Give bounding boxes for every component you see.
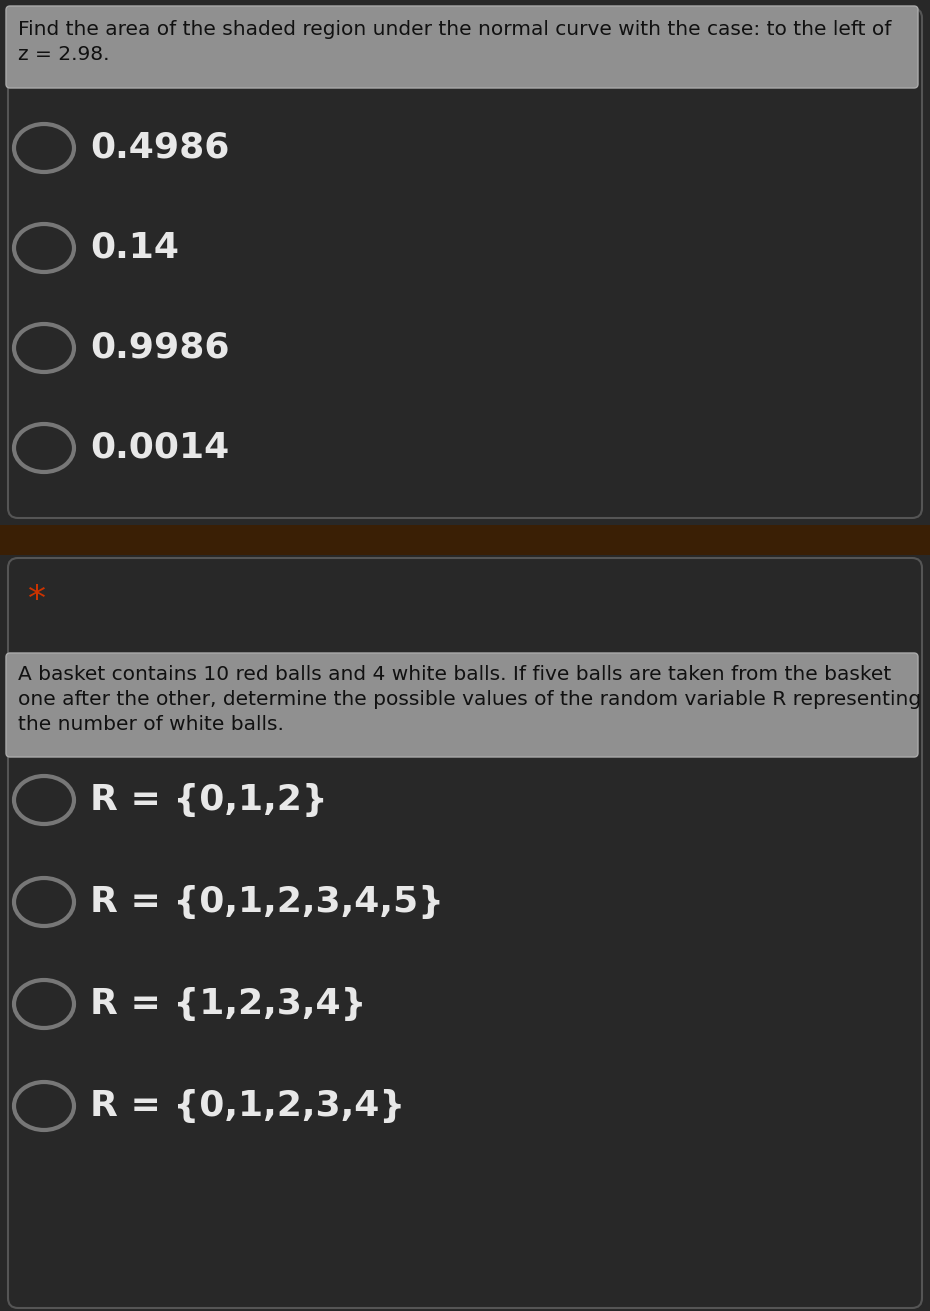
Ellipse shape [14, 125, 74, 172]
Text: R = {0,1,2,3,4}: R = {0,1,2,3,4} [90, 1089, 405, 1124]
Text: 0.9986: 0.9986 [90, 330, 230, 364]
Text: R = {0,1,2,3,4,5}: R = {0,1,2,3,4,5} [90, 885, 444, 919]
FancyBboxPatch shape [8, 8, 922, 518]
Text: *: * [28, 583, 46, 617]
FancyBboxPatch shape [6, 7, 918, 88]
FancyBboxPatch shape [6, 653, 918, 756]
Ellipse shape [14, 224, 74, 271]
Bar [0, 524, 930, 555]
Ellipse shape [14, 878, 74, 926]
Text: 0.4986: 0.4986 [90, 131, 230, 165]
Ellipse shape [14, 776, 74, 825]
Text: R = {0,1,2}: R = {0,1,2} [90, 783, 327, 817]
Ellipse shape [14, 1082, 74, 1130]
Text: Find the area of the shaded region under the normal curve with the case: to the : Find the area of the shaded region under… [18, 20, 891, 64]
Text: 0.0014: 0.0014 [90, 431, 230, 465]
FancyBboxPatch shape [8, 558, 922, 1308]
Text: R = {1,2,3,4}: R = {1,2,3,4} [90, 987, 366, 1021]
Text: 0.14: 0.14 [90, 231, 179, 265]
Ellipse shape [14, 423, 74, 472]
Text: A basket contains 10 red balls and 4 white balls. If five balls are taken from t: A basket contains 10 red balls and 4 whi… [18, 665, 921, 734]
Ellipse shape [14, 324, 74, 372]
Ellipse shape [14, 981, 74, 1028]
